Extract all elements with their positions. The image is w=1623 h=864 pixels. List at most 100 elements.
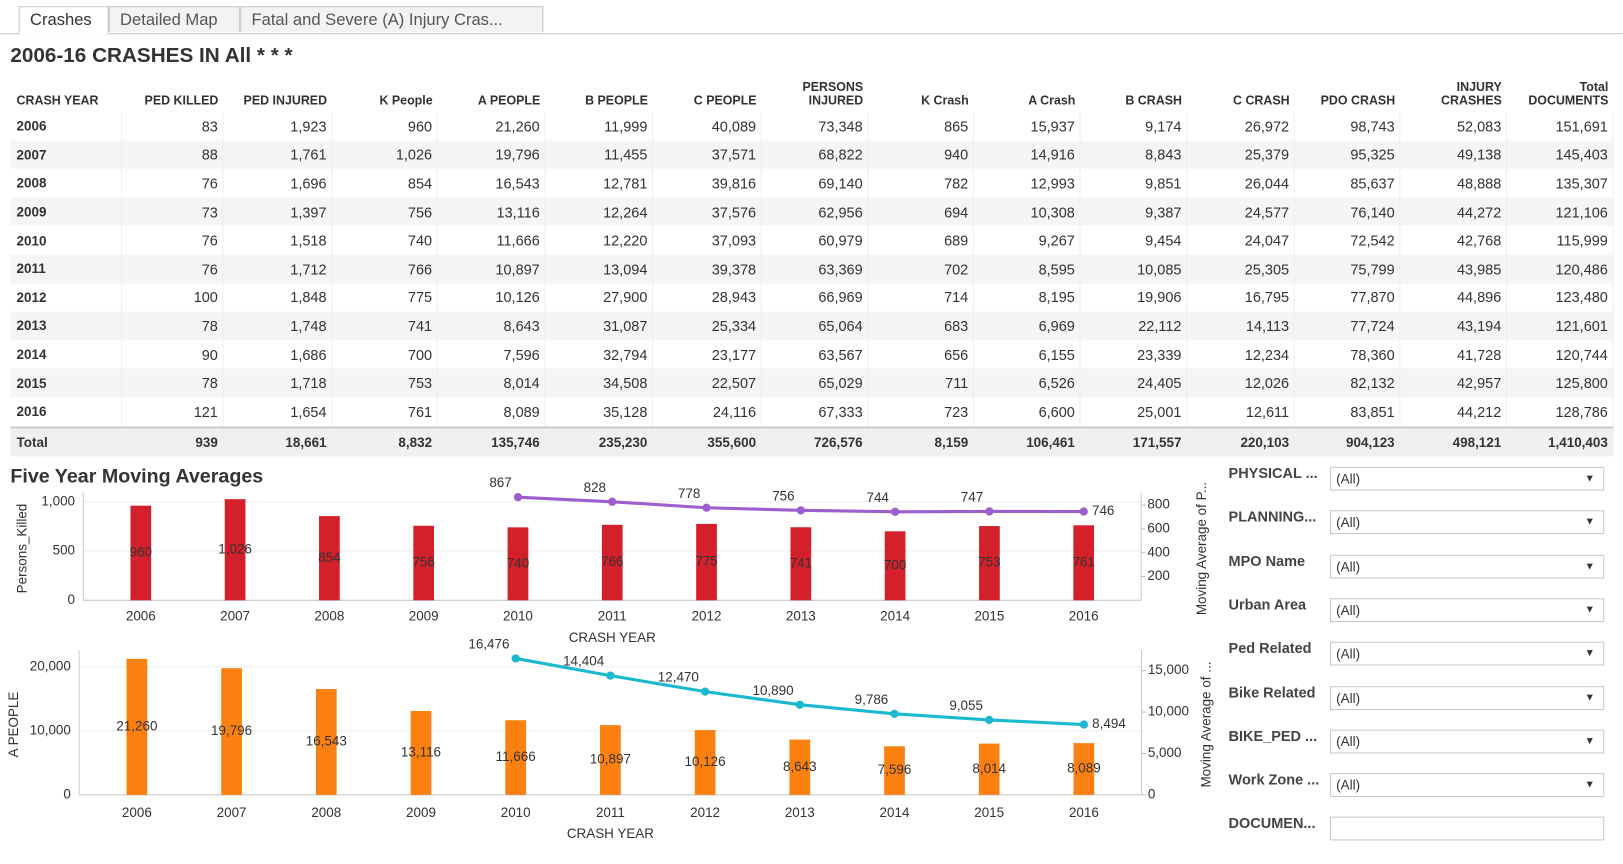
filter-dropdown[interactable] bbox=[1329, 817, 1605, 841]
line-label: 778 bbox=[678, 486, 700, 501]
cell: 44,212 bbox=[1399, 397, 1507, 427]
filter-dropdown[interactable]: (All) ▼ bbox=[1329, 773, 1605, 798]
dropdown-arrow: ▼ bbox=[1584, 472, 1595, 485]
cell: 21,260 bbox=[436, 111, 545, 141]
cell: 44,272 bbox=[1399, 197, 1507, 227]
column-header: C CRASH bbox=[1233, 93, 1290, 108]
cell: 24,047 bbox=[1186, 226, 1295, 255]
cell: 939 bbox=[121, 425, 224, 457]
x-tick-label: 2010 bbox=[501, 805, 531, 820]
cell: 37,093 bbox=[652, 226, 762, 255]
filter-dropdown[interactable]: (All) ▼ bbox=[1329, 510, 1605, 535]
cell: 25,305 bbox=[1186, 254, 1295, 284]
table-row: 2016 121 1,654 761 8,089 35,128 24,116 67,333 72… bbox=[10, 397, 1614, 427]
cell: 753 bbox=[331, 368, 438, 398]
filter-label: BIKE_PED ... bbox=[1228, 727, 1318, 744]
tab[interactable]: Crashes bbox=[18, 6, 109, 35]
cell: 26,044 bbox=[1186, 168, 1295, 198]
filter-dropdown[interactable]: (All) ▼ bbox=[1329, 554, 1605, 579]
cell: 78 bbox=[121, 311, 224, 341]
cell: 12,611 bbox=[1186, 397, 1295, 427]
x-tick-label: 2014 bbox=[880, 805, 910, 820]
column-header: Total DOCUMENTS bbox=[1528, 79, 1609, 108]
cell: 76 bbox=[121, 226, 224, 255]
cell: 72,542 bbox=[1293, 226, 1400, 255]
line-label: 14,404 bbox=[563, 654, 605, 669]
cell: 49,138 bbox=[1399, 140, 1507, 169]
y-tick-label: 0 bbox=[63, 786, 70, 801]
cell: 35,128 bbox=[544, 397, 653, 427]
filter-dropdown[interactable]: (All) ▼ bbox=[1329, 685, 1605, 710]
x-tick-label: 2009 bbox=[406, 805, 436, 820]
cell: 39,816 bbox=[652, 168, 762, 198]
table-row: 2010 76 1,518 740 11,666 12,220 37,093 60,979 68… bbox=[10, 226, 1614, 255]
cell: 121,106 bbox=[1505, 197, 1614, 227]
cell: 8,014 bbox=[436, 368, 545, 398]
cell: 904,123 bbox=[1293, 425, 1400, 457]
cell: 694 bbox=[867, 197, 974, 227]
cell: 82,132 bbox=[1293, 368, 1400, 398]
cell: 6,600 bbox=[972, 397, 1081, 427]
bar-label: 960 bbox=[130, 545, 152, 560]
cell: 2007 bbox=[10, 140, 122, 169]
filter-dropdown[interactable]: (All) ▼ bbox=[1329, 641, 1605, 666]
bar bbox=[1073, 525, 1095, 601]
filter-label: MPO Name bbox=[1228, 552, 1306, 569]
cell: 28,943 bbox=[652, 283, 762, 312]
line-point bbox=[985, 715, 994, 725]
cell: 11,455 bbox=[544, 140, 653, 169]
y2-axis-title: Moving Average of P... bbox=[1194, 482, 1209, 615]
tab[interactable]: Fatal and Severe (A) Injury Cras... bbox=[240, 6, 544, 33]
cell: 115,999 bbox=[1505, 226, 1614, 255]
x-tick-label: 2007 bbox=[217, 805, 247, 820]
header-row: CRASH YEAR PED KILLED PED INJURED K People A… bbox=[10, 77, 1612, 112]
y2-axis-title: Moving Average of ... bbox=[1198, 662, 1213, 788]
column-header: A PEOPLE bbox=[477, 93, 541, 108]
cell: 25,379 bbox=[1186, 140, 1295, 169]
dropdown-arrow: ▼ bbox=[1584, 779, 1595, 791]
cell: 67,333 bbox=[760, 397, 868, 427]
cell: 12,234 bbox=[1186, 340, 1295, 369]
line-label: 10,890 bbox=[752, 683, 793, 698]
cell: 77,724 bbox=[1293, 311, 1400, 341]
line-label: 8,494 bbox=[1092, 716, 1126, 731]
cell: 12,264 bbox=[544, 197, 653, 227]
filter-dropdown[interactable]: (All) ▼ bbox=[1329, 729, 1605, 754]
cell: 740 bbox=[331, 226, 438, 255]
cell: 2009 bbox=[10, 197, 122, 227]
x-tick-label: 2012 bbox=[692, 608, 722, 623]
cell: 135,746 bbox=[436, 425, 545, 457]
y2-tick-label: 200 bbox=[1147, 568, 1169, 583]
cell: 123,480 bbox=[1505, 283, 1614, 312]
cell: 1,026 bbox=[331, 140, 438, 169]
dropdown-arrow: ▼ bbox=[1584, 691, 1595, 704]
cell: 151,691 bbox=[1505, 111, 1614, 141]
line-label: 744 bbox=[866, 490, 889, 505]
bar-label: 11,666 bbox=[496, 749, 536, 764]
cell: 25,001 bbox=[1079, 397, 1187, 427]
column-header: K People bbox=[379, 93, 433, 108]
bar bbox=[789, 739, 811, 795]
bar bbox=[507, 527, 529, 601]
filter-dropdown[interactable]: (All) ▼ bbox=[1329, 598, 1605, 622]
bar bbox=[130, 505, 152, 601]
cell: 865 bbox=[867, 111, 974, 141]
cell: 43,985 bbox=[1399, 254, 1507, 284]
cell: 2016 bbox=[10, 397, 122, 427]
line-label: 756 bbox=[772, 488, 794, 503]
cell: 2006 bbox=[10, 111, 122, 141]
column-header: A Crash bbox=[1028, 93, 1076, 108]
cell: 6,969 bbox=[972, 311, 1081, 341]
filter-value: (All) bbox=[1336, 470, 1361, 487]
cell: 1,848 bbox=[222, 283, 332, 312]
cell: 656 bbox=[867, 340, 974, 369]
tab[interactable]: Detailed Map bbox=[108, 6, 241, 33]
filter-dropdown[interactable]: (All) ▼ bbox=[1329, 466, 1605, 491]
bar bbox=[1073, 743, 1095, 795]
cell: 1,923 bbox=[222, 111, 332, 141]
bar bbox=[884, 746, 905, 795]
cell: 120,486 bbox=[1505, 254, 1614, 284]
cell: 1,397 bbox=[222, 197, 332, 227]
cell: 63,567 bbox=[760, 340, 868, 369]
